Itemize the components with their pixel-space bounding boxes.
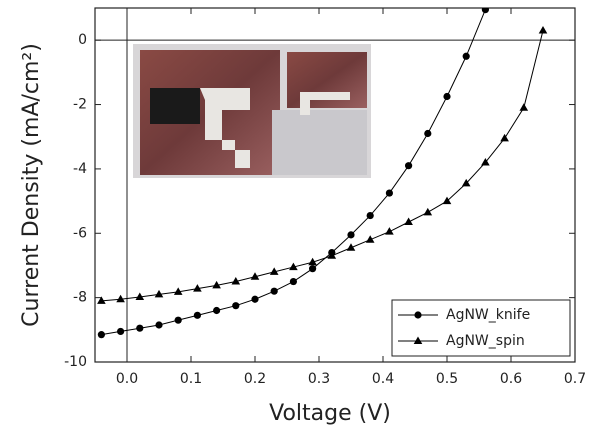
data-point: [481, 8, 489, 14]
data-point: [173, 287, 183, 295]
x-tick-label: 0.4: [372, 371, 394, 387]
data-point: [117, 327, 125, 336]
data-point: [174, 316, 182, 324]
data-point: [116, 294, 125, 303]
data-point: [231, 277, 241, 285]
data-point: [136, 324, 144, 332]
data-point: [346, 243, 356, 251]
data-point: [538, 26, 548, 34]
y-tick-label: -10: [64, 354, 87, 370]
data-point: [481, 157, 490, 166]
legend: AgNW_knife AgNW_spin: [391, 299, 571, 357]
plot-frame: [94, 7, 576, 363]
legend-label: AgNW_knife: [446, 307, 530, 323]
x-tick-label: 0.7: [564, 371, 586, 387]
data-point: [309, 265, 317, 273]
data-point: [308, 257, 317, 266]
data-point: [250, 272, 260, 280]
x-tick-label: 0.1: [180, 371, 202, 387]
data-point: [414, 311, 422, 319]
series: [97, 8, 489, 339]
data-point: [519, 103, 529, 111]
data-point: [193, 284, 202, 292]
data-point: [135, 292, 145, 300]
y-tick-label: -8: [73, 290, 87, 306]
data-point: [155, 321, 163, 329]
data-point: [443, 92, 451, 101]
data-point: [154, 289, 164, 298]
x-tick-label: 0.6: [500, 371, 522, 387]
data-point: [385, 227, 394, 235]
x-tick-label: 0.5: [436, 371, 458, 387]
data-point: [289, 277, 297, 286]
data-point: [423, 207, 433, 216]
data-point: [424, 129, 432, 138]
data-point: [327, 251, 337, 259]
data-point: [251, 295, 259, 303]
data-point: [232, 302, 240, 310]
series: [97, 26, 548, 304]
y-tick-label: 0: [78, 32, 87, 48]
legend-label: AgNW_spin: [446, 333, 525, 349]
x-tick-label: 0.3: [308, 371, 330, 387]
data-point: [500, 133, 509, 142]
x-axis-label: Voltage (V): [269, 401, 391, 426]
data-point: [97, 296, 106, 304]
data-point: [413, 336, 423, 344]
data-point: [405, 162, 413, 170]
x-tick-label: 0.2: [244, 371, 266, 387]
data-point: [347, 231, 355, 239]
y-tick-label: -6: [73, 225, 87, 241]
data-point: [193, 311, 201, 319]
data-point: [97, 331, 105, 339]
inset-photo: [133, 44, 371, 178]
data-point: [366, 211, 374, 220]
data-point: [385, 189, 393, 197]
data-point: [212, 280, 221, 289]
data-point: [365, 235, 375, 243]
data-point: [269, 267, 279, 275]
data-point: [289, 262, 298, 271]
x-tick-label: 0.0: [116, 371, 138, 387]
data-point: [442, 196, 452, 205]
legend-box: [391, 299, 571, 357]
y-tick-label: -4: [73, 161, 87, 177]
series-line: [101, 30, 544, 302]
data-point: [404, 217, 413, 226]
y-axis-label: Current Density (mA/cm²): [19, 43, 44, 327]
data-point: [270, 287, 278, 295]
data-point: [213, 306, 221, 315]
data-point: [462, 52, 470, 60]
y-tick-label: -2: [73, 97, 87, 113]
data-point: [461, 178, 471, 187]
